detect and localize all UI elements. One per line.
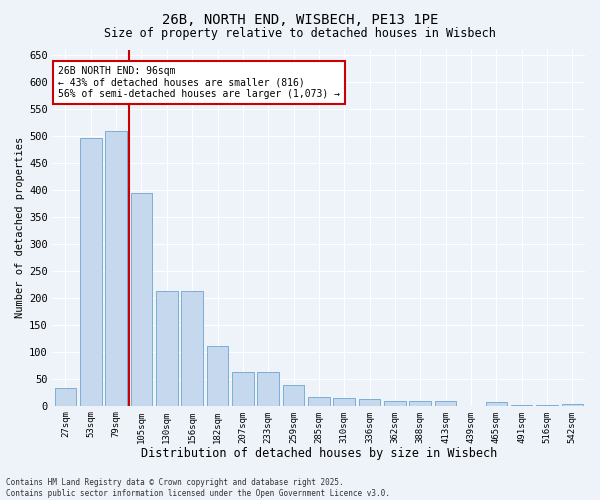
Bar (232, 372, 254, 406)
Bar (511, 404, 532, 406)
Bar (156, 292, 178, 406)
Bar (106, 131, 127, 406)
Bar (485, 402, 507, 406)
Bar (536, 405, 558, 406)
Bar (55, 388, 76, 406)
Bar (334, 398, 355, 406)
Bar (308, 397, 329, 406)
Text: 26B NORTH END: 96sqm
← 43% of detached houses are smaller (816)
56% of semi-deta: 26B NORTH END: 96sqm ← 43% of detached h… (58, 66, 340, 99)
Bar (359, 400, 380, 406)
Bar (131, 193, 152, 406)
Bar (181, 292, 203, 406)
X-axis label: Distribution of detached houses by size in Wisbech: Distribution of detached houses by size … (141, 447, 497, 460)
Bar (283, 385, 304, 406)
Bar (257, 372, 279, 406)
Bar (207, 346, 228, 406)
Text: Size of property relative to detached houses in Wisbech: Size of property relative to detached ho… (104, 28, 496, 40)
Bar (80, 138, 101, 406)
Bar (384, 401, 406, 406)
Bar (435, 401, 457, 406)
Text: Contains HM Land Registry data © Crown copyright and database right 2025.
Contai: Contains HM Land Registry data © Crown c… (6, 478, 390, 498)
Text: 26B, NORTH END, WISBECH, PE13 1PE: 26B, NORTH END, WISBECH, PE13 1PE (162, 12, 438, 26)
Bar (409, 401, 431, 406)
Bar (562, 404, 583, 406)
Y-axis label: Number of detached properties: Number of detached properties (15, 137, 25, 318)
